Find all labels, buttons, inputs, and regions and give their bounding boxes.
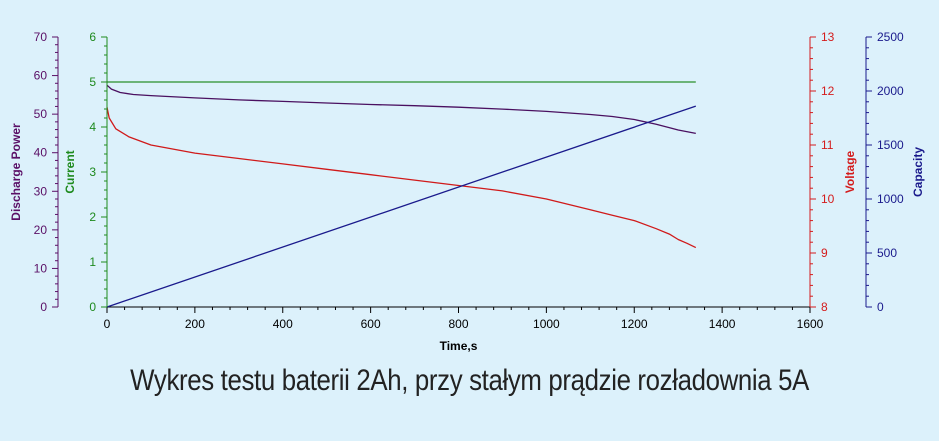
x-tick-label: 1000 [533, 317, 560, 331]
power-tick-label: 40 [34, 146, 48, 160]
power-tick-label: 50 [34, 107, 48, 121]
x-tick-label: 1600 [797, 317, 824, 331]
current-tick-label: 5 [89, 75, 96, 89]
x-tick-label: 600 [361, 317, 381, 331]
voltage-tick-label: 12 [821, 84, 835, 98]
capacity-tick-label: 2000 [877, 84, 904, 98]
current-tick-label: 4 [89, 120, 96, 134]
plot-series [106, 81, 697, 308]
current-tick-label: 2 [89, 210, 96, 224]
x-tick-label: 1200 [621, 317, 648, 331]
voltage-series-line [106, 107, 697, 249]
power-axis-title: Discharge Power [9, 123, 23, 221]
capacity-tick-label: 1500 [877, 138, 904, 152]
voltage-tick-label: 8 [821, 300, 828, 314]
chart-caption: Wykres testu baterii 2Ah, przy stałym pr… [130, 364, 810, 397]
current-tick-label: 3 [89, 165, 96, 179]
voltage-tick-label: 9 [821, 246, 828, 260]
power-tick-label: 0 [40, 300, 47, 314]
capacity-tick-label: 2500 [877, 30, 904, 44]
power-series-line [106, 84, 696, 135]
x-axis-title: Time,s [440, 339, 478, 353]
power-tick-label: 70 [34, 30, 48, 44]
x-tick-label: 200 [185, 317, 205, 331]
battery-discharge-chart: 0 200 400 600 800 1000 1200 1400 1600Time,s01020… [9, 30, 925, 353]
capacity-series-line [106, 105, 697, 308]
capacity-tick-label: 1000 [877, 192, 904, 206]
x-tick-label: 800 [448, 317, 468, 331]
voltage-tick-label: 10 [821, 192, 835, 206]
x-tick-label: 0 [104, 317, 111, 331]
x-tick-label: 400 [273, 317, 293, 331]
power-tick-label: 60 [34, 69, 48, 83]
power-tick-label: 20 [34, 223, 48, 237]
current-axis-title: Current [63, 150, 77, 193]
voltage-tick-label: 13 [821, 30, 835, 44]
capacity-tick-label: 500 [877, 246, 897, 260]
voltage-axis-title: Voltage [843, 150, 857, 193]
current-tick-label: 0 [89, 300, 96, 314]
plot-axes: 0 200 400 600 800 1000 1200 1400 1600Time,s01020… [9, 30, 925, 353]
capacity-axis-title: Capacity [911, 147, 925, 197]
current-tick-label: 6 [89, 30, 96, 44]
current-tick-label: 1 [89, 255, 96, 269]
power-tick-label: 30 [34, 184, 48, 198]
voltage-tick-label: 11 [821, 138, 834, 152]
capacity-tick-label: 0 [877, 300, 884, 314]
power-tick-label: 10 [34, 261, 48, 275]
x-tick-label: 1400 [709, 317, 736, 331]
